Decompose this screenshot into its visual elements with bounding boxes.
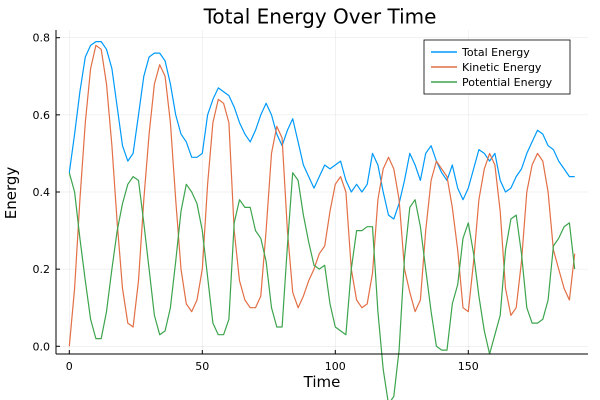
y-tick-label: 0.0 (33, 340, 51, 353)
plot-area (68, 40, 576, 400)
x-tick-label: 50 (195, 360, 209, 373)
axes: 0 50 100 150 0.0 0.2 0.4 0.6 0.8 (33, 30, 588, 373)
kinetic-energy-legend-label: Kinetic Energy (462, 61, 542, 74)
x-tick-label: 0 (66, 360, 73, 373)
total-energy-legend-label: Total Energy (461, 46, 530, 59)
potential-energy-legend-label: Potential Energy (462, 76, 553, 89)
y-tick-label: 0.2 (33, 263, 51, 276)
total-energy-line (68, 40, 575, 220)
legend: Total Energy Kinetic Energy Potential Ener… (423, 39, 571, 95)
y-tick-label: 0.4 (33, 186, 51, 199)
y-tick-label: 0.6 (33, 109, 51, 122)
y-tick-label: 0.8 (33, 32, 51, 45)
kinetic-energy-line (68, 44, 576, 347)
y-axis-title: Energy (2, 167, 20, 220)
x-tick-label: 150 (458, 360, 479, 373)
potential-energy-line (68, 172, 576, 400)
x-axis-title: Time (303, 373, 341, 391)
x-tick-label: 100 (325, 360, 346, 373)
chart-title: Total Energy Over Time (203, 5, 437, 29)
